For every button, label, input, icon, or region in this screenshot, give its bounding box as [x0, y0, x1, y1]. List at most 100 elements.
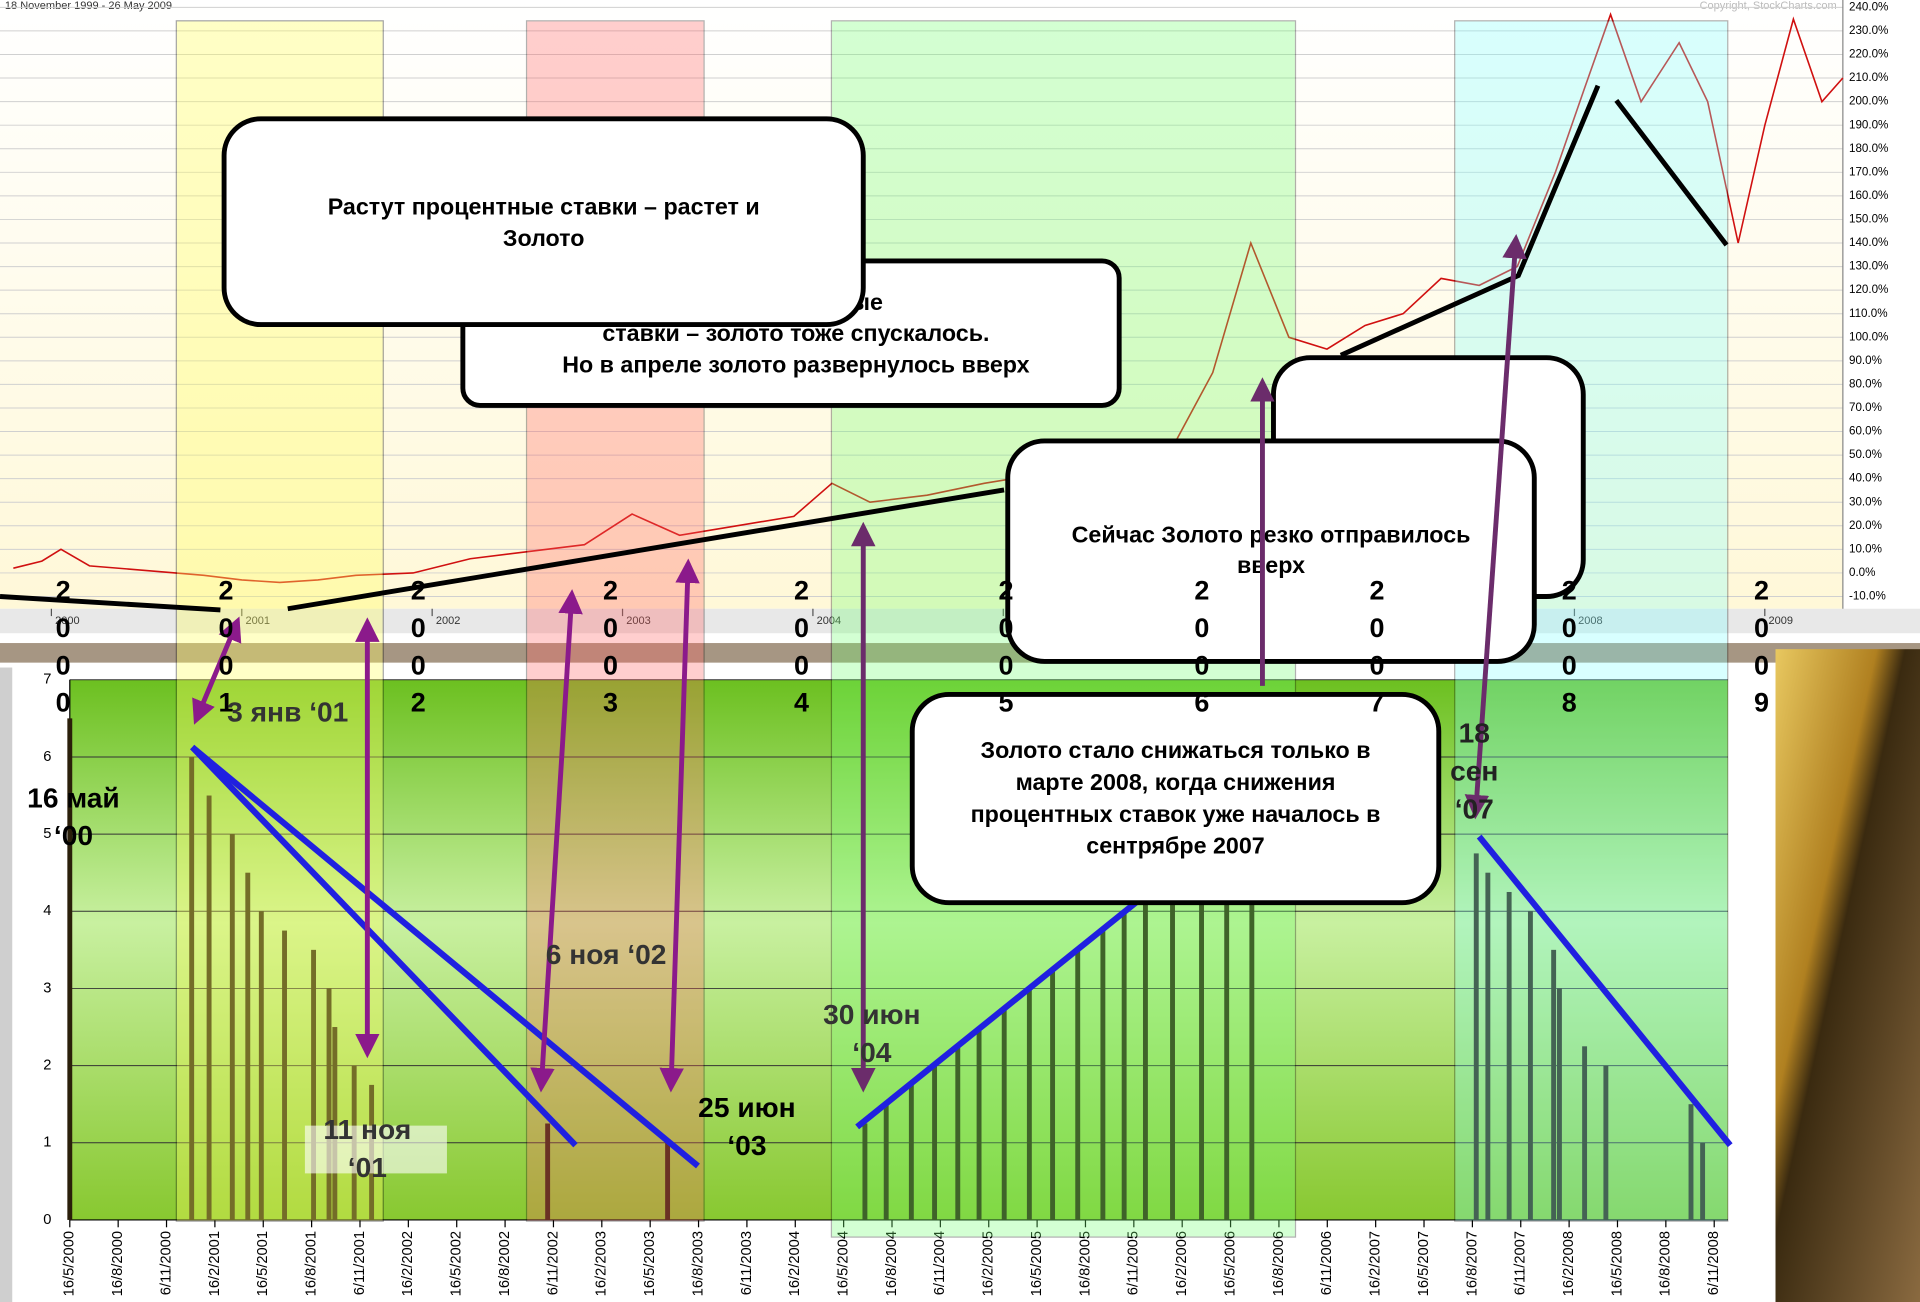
axis-strip: [0, 608, 1920, 634]
bar: [67, 718, 73, 1220]
year-label: 2009: [1746, 576, 1776, 725]
y-tick-label: 3: [43, 980, 51, 996]
date-label: сен: [1450, 755, 1498, 786]
x-tick-label: 6/11/2006: [1319, 1231, 1335, 1295]
trend: [190, 744, 700, 1169]
y-tick-label: 50.0%: [1849, 448, 1882, 461]
callout-box: [1005, 438, 1537, 664]
bar: [229, 834, 235, 1220]
bar: [1506, 891, 1512, 1220]
bar: [1556, 988, 1562, 1220]
y-tick-label: 170.0%: [1849, 165, 1888, 178]
bar: [976, 1027, 982, 1220]
bar: [1142, 891, 1148, 1220]
y-tick-label: 110.0%: [1849, 307, 1888, 320]
y-tick-label: 4: [43, 903, 51, 919]
year-label: 2003: [595, 576, 625, 725]
y-tick-label: 90.0%: [1849, 354, 1882, 367]
arrow: [659, 558, 700, 1093]
y-tick-label: 160.0%: [1849, 189, 1888, 202]
bar: [332, 1027, 338, 1220]
bar: [1551, 949, 1557, 1220]
bar: [1026, 988, 1032, 1220]
bar: [189, 756, 195, 1220]
y-tick-label: 40.0%: [1849, 472, 1882, 485]
year-label: 2006: [1187, 576, 1217, 725]
year-label: 2004: [786, 576, 816, 725]
y-tick-label: 10.0%: [1849, 542, 1882, 555]
y-tick-label: 180.0%: [1849, 142, 1888, 155]
x-tick-label: 2004: [817, 615, 842, 627]
y-tick-label: 30.0%: [1849, 495, 1882, 508]
y-tick-label: 70.0%: [1849, 401, 1882, 414]
x-tick-label: 16/8/2003: [690, 1231, 706, 1296]
date-label: ‘04: [852, 1037, 891, 1068]
rate-trends: [190, 744, 1733, 1169]
date-label: ‘07: [1455, 793, 1494, 824]
bar: [1100, 930, 1106, 1220]
x-tick-label: 16/5/2000: [62, 1231, 78, 1296]
bar: [1249, 814, 1255, 1220]
bar: [1527, 911, 1533, 1220]
x-tick-label: 16/2/2008: [1561, 1231, 1577, 1296]
y-tick-label: 130.0%: [1849, 260, 1888, 273]
x-tick-label: 2002: [436, 615, 461, 627]
x-tick-label: 16/8/2002: [497, 1231, 513, 1296]
x-tick-label: 2003: [626, 615, 651, 627]
date-label: ‘01: [348, 1152, 387, 1183]
bar: [1603, 1065, 1609, 1220]
x-tick-label: 16/5/2003: [642, 1231, 658, 1296]
bar: [1473, 853, 1479, 1220]
bar: [1700, 1142, 1706, 1220]
callout-text: сентрябре 2007: [1086, 833, 1264, 859]
bar: [245, 872, 251, 1220]
x-tick-label: 16/2/2006: [1174, 1231, 1190, 1296]
y-tick-label: 230.0%: [1849, 24, 1888, 37]
bar: [326, 988, 332, 1220]
y-tick-label: 0.0%: [1849, 566, 1875, 579]
year-label: 2005: [991, 576, 1021, 725]
x-tick-label: 16/5/2002: [449, 1231, 465, 1296]
trend: [855, 897, 1141, 1130]
x-tick-label: 6/11/2000: [158, 1231, 174, 1295]
x-tick-label: 6/11/2002: [545, 1231, 561, 1295]
year-label: 2000: [48, 576, 78, 725]
bar: [955, 1046, 961, 1220]
callout-text: Растут процентные ставки – растет и: [328, 193, 760, 219]
arrows: [192, 233, 1527, 1093]
bar: [1199, 853, 1204, 1220]
trend: [1614, 98, 1729, 247]
bar: [665, 1142, 671, 1220]
x-tick-label: 16/8/2005: [1077, 1231, 1093, 1296]
x-tick-label: 16/8/2000: [110, 1231, 126, 1296]
date-label: 30 июн: [823, 999, 921, 1030]
date-label: 25 июн: [698, 1092, 796, 1123]
y-tick-label: 200.0%: [1849, 95, 1888, 108]
x-tick-label: 2001: [245, 615, 270, 627]
y-tick-label: 150.0%: [1849, 213, 1888, 226]
bottom-chart: 0 1 2 3 4 5 6 7 16/5/2000 16/8/2000 6/11/2000 16/2/…: [43, 672, 1728, 1296]
bar: [1050, 969, 1056, 1220]
bar: [1688, 1104, 1694, 1220]
trend: [0, 594, 221, 613]
bar: [1075, 949, 1081, 1220]
x-tick-label: 6/11/2001: [352, 1231, 368, 1295]
x-tick-label: 16/8/2001: [303, 1231, 319, 1296]
bar: [1001, 1007, 1007, 1220]
y-tick-label: -10.0%: [1849, 590, 1886, 603]
bar: [883, 1104, 889, 1220]
x-tick-label: 16/5/2001: [255, 1231, 271, 1296]
y-tick-label: 210.0%: [1849, 71, 1888, 84]
year-label: 2001: [211, 576, 241, 725]
date-label: ‘03: [727, 1130, 766, 1161]
trend: [287, 487, 1005, 612]
x-tick-label: 6/11/2003: [739, 1231, 755, 1295]
x-tick-label: 6/11/2008: [1706, 1231, 1722, 1295]
bar: [545, 1123, 551, 1220]
bar: [1582, 1046, 1588, 1220]
gold-bar-photo: [1775, 649, 1920, 1302]
bar: [908, 1084, 914, 1220]
labels: 2000 2001 2002 2003 2004 2005 2006 2007 2008 2009…: [27, 576, 1776, 1183]
y-tick-label: 7: [43, 672, 51, 688]
x-tick-label: 16/2/2002: [400, 1231, 416, 1296]
